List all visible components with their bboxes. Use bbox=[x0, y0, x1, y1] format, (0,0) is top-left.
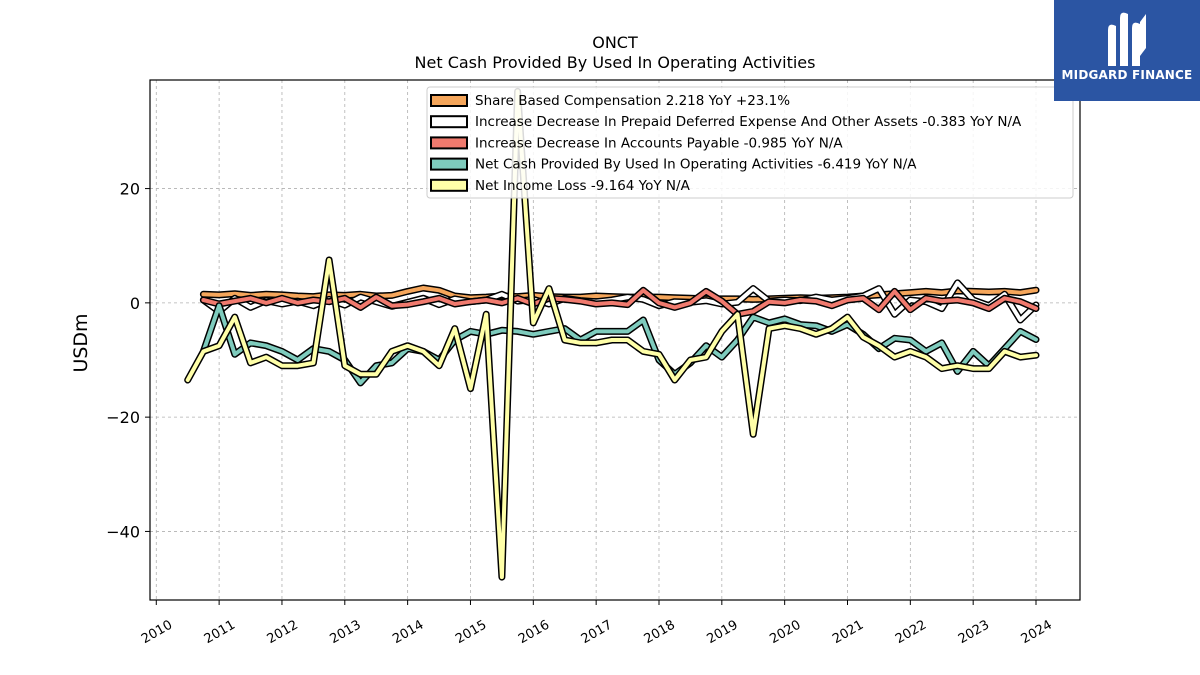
series-line bbox=[201, 288, 1038, 317]
brand-logo: MIDGARD FINANCE bbox=[1054, 0, 1200, 101]
x-tick-label: 2020 bbox=[767, 618, 803, 648]
x-tick-label: 2010 bbox=[139, 618, 175, 648]
legend-swatch bbox=[430, 115, 468, 129]
legend-box bbox=[426, 86, 1074, 199]
x-tick-label: 2017 bbox=[579, 618, 615, 648]
legend-entry: Increase Decrease In Accounts Payable -0… bbox=[475, 135, 843, 151]
series-line bbox=[201, 280, 1038, 322]
series-5 bbox=[184, 87, 1040, 581]
x-tick-label: 2013 bbox=[327, 618, 363, 648]
legend-swatch bbox=[430, 94, 468, 107]
y-tick-label: −20 bbox=[106, 408, 140, 427]
legend-swatch bbox=[430, 136, 468, 150]
legend-swatch bbox=[430, 157, 468, 171]
brand-name: MIDGARD FINANCE bbox=[1061, 68, 1193, 82]
plot-frame bbox=[149, 79, 1081, 601]
y-axis: 20 0 −20 −40 bbox=[106, 180, 150, 541]
x-axis: 2010 2011 2012 2013 2014 2015 2016 2017 2018 2019… bbox=[139, 600, 1055, 647]
series-line bbox=[185, 89, 1038, 580]
y-tick-label: −40 bbox=[106, 522, 140, 541]
series-line-outline bbox=[199, 302, 1040, 387]
legend-entry: Net Income Loss -9.164 YoY N/A bbox=[475, 178, 691, 194]
x-tick-label: 2021 bbox=[830, 618, 866, 648]
series-lines bbox=[184, 87, 1040, 581]
x-tick-label: 2014 bbox=[390, 618, 426, 648]
x-tick-label: 2022 bbox=[893, 618, 929, 648]
y-axis-label: USDm bbox=[70, 313, 92, 372]
chart-subtitle: Net Cash Provided By Used In Operating A… bbox=[415, 53, 816, 72]
x-tick-label: 2011 bbox=[202, 618, 238, 648]
x-tick-label: 2024 bbox=[1019, 618, 1055, 648]
legend-swatch bbox=[430, 178, 468, 192]
x-tick-label: 2023 bbox=[956, 618, 992, 648]
x-tick-label: 2016 bbox=[516, 618, 552, 648]
series-4 bbox=[199, 302, 1040, 387]
y-tick-label: 0 bbox=[130, 294, 140, 313]
x-tick-label: 2012 bbox=[265, 618, 301, 648]
x-tick-label: 2018 bbox=[642, 618, 678, 648]
series-2 bbox=[199, 279, 1040, 324]
series-3 bbox=[199, 286, 1040, 318]
brand-mark-icon bbox=[1108, 12, 1146, 67]
legend-entry: Increase Decrease In Prepaid Deferred Ex… bbox=[475, 114, 1022, 130]
x-tick-label: 2019 bbox=[704, 618, 740, 648]
legend-entry: Net Cash Provided By Used In Operating A… bbox=[475, 157, 917, 173]
chart-title: ONCT bbox=[592, 33, 638, 52]
x-tick-label: 2015 bbox=[453, 618, 489, 648]
legend: Share Based Compensation 2.218 YoY +23.1… bbox=[426, 86, 1074, 199]
y-tick-label: 20 bbox=[120, 180, 140, 199]
legend-entry: Share Based Compensation 2.218 YoY +23.1… bbox=[475, 93, 790, 109]
